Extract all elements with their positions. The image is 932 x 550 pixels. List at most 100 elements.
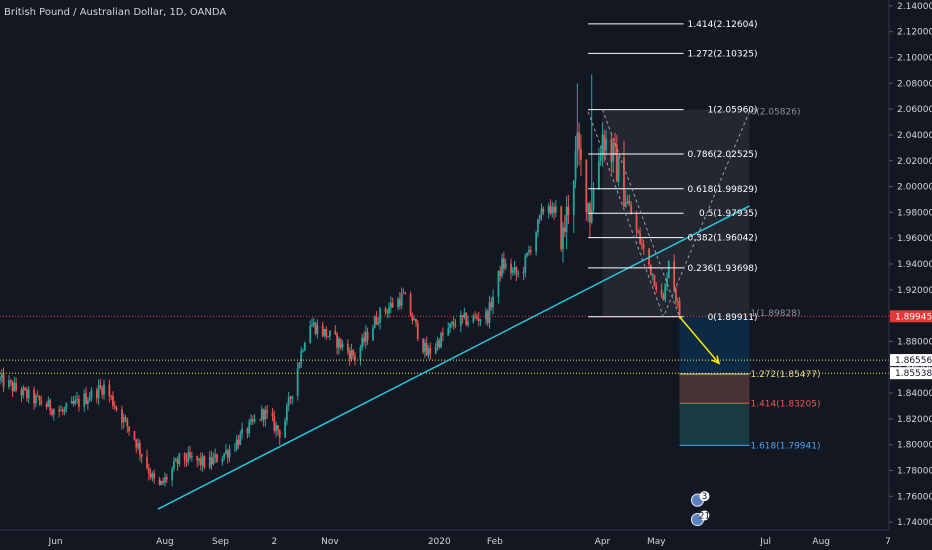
candle-body (196, 456, 199, 461)
candle (115, 405, 118, 413)
y-tick-label: 2.06000 (897, 105, 932, 115)
price-tag-bg (890, 354, 932, 367)
candle (363, 331, 365, 347)
candle-body (271, 412, 274, 417)
candle (502, 251, 505, 273)
candle-body (513, 267, 516, 270)
candle (103, 379, 105, 400)
candle (72, 396, 75, 407)
candle (210, 450, 213, 470)
candle (196, 455, 199, 468)
candle-body (377, 322, 380, 324)
candle (199, 452, 202, 471)
forecast-arrow (678, 316, 720, 364)
candle-body (526, 252, 529, 256)
candle-body (364, 331, 367, 343)
y-tick-label: 1.88000 (897, 337, 932, 347)
fib-level-label: 0.786(2.02525) (688, 150, 758, 160)
candle (626, 195, 629, 205)
candle (49, 398, 52, 416)
candle-body (108, 384, 111, 396)
candle (424, 338, 426, 359)
candle (289, 395, 292, 404)
candle-body (183, 453, 186, 461)
candle-body (303, 342, 306, 351)
candle-body (287, 397, 290, 406)
candle (164, 472, 166, 487)
candle-body (479, 319, 482, 321)
candle (425, 336, 428, 357)
candle-body (216, 454, 218, 463)
candle-body (409, 294, 412, 316)
candle-body (135, 439, 138, 448)
candle-body (60, 409, 62, 412)
candle-body (497, 270, 500, 297)
candle (266, 404, 269, 419)
candle (384, 306, 387, 315)
candle-body (146, 456, 148, 469)
candle-body (250, 419, 252, 422)
candle-body (452, 321, 455, 326)
candle (334, 324, 337, 336)
candle (352, 349, 355, 360)
candle-body (617, 157, 620, 182)
candle (190, 451, 193, 462)
candle (273, 410, 276, 434)
candle (88, 392, 91, 403)
candle-body (463, 313, 466, 318)
candle (248, 418, 251, 438)
candle-body (623, 157, 625, 207)
candle-body (572, 180, 575, 215)
candle-body (210, 456, 213, 465)
candle (624, 190, 627, 208)
candle-body (389, 303, 392, 308)
candle-body (140, 454, 143, 457)
candle (441, 327, 444, 342)
candle (203, 455, 206, 470)
fib-level-label: 0.236(1.93698) (688, 264, 758, 274)
extension-top-label: 0(2.05826) (750, 107, 800, 117)
y-tick-label: 2.10000 (897, 54, 932, 64)
candle-body (592, 189, 595, 210)
candle (510, 258, 512, 280)
candle-body (547, 205, 550, 213)
candle (38, 395, 41, 406)
candle-body (567, 206, 570, 215)
candle (476, 313, 478, 321)
candle-body (422, 338, 425, 352)
candle (434, 342, 437, 355)
candle (472, 313, 475, 324)
candle-body (8, 380, 10, 387)
candle (542, 206, 545, 216)
candle-body (61, 409, 64, 412)
candle-body (99, 385, 102, 388)
candle (128, 426, 130, 436)
candle (327, 335, 330, 338)
candle (309, 320, 312, 344)
candle (74, 395, 77, 406)
candle (372, 324, 374, 342)
candle-body (289, 397, 292, 399)
candle-body (391, 303, 394, 308)
candle-body (291, 395, 294, 399)
candle (314, 321, 317, 336)
candle (153, 469, 156, 484)
candle (415, 318, 417, 327)
candle-body (576, 132, 579, 152)
candle-body (386, 311, 389, 313)
candle-body (605, 138, 607, 151)
candle-body (323, 329, 326, 336)
candle-body (590, 209, 593, 223)
candle (589, 201, 591, 238)
candle (400, 287, 403, 310)
candle-body (38, 396, 41, 401)
extension-zone (679, 403, 750, 446)
candle-body (83, 393, 86, 407)
candle (316, 319, 319, 339)
candle-body (126, 418, 129, 427)
candle (664, 283, 667, 303)
candle (567, 195, 570, 224)
candle-body (266, 410, 269, 413)
candle (411, 312, 414, 325)
